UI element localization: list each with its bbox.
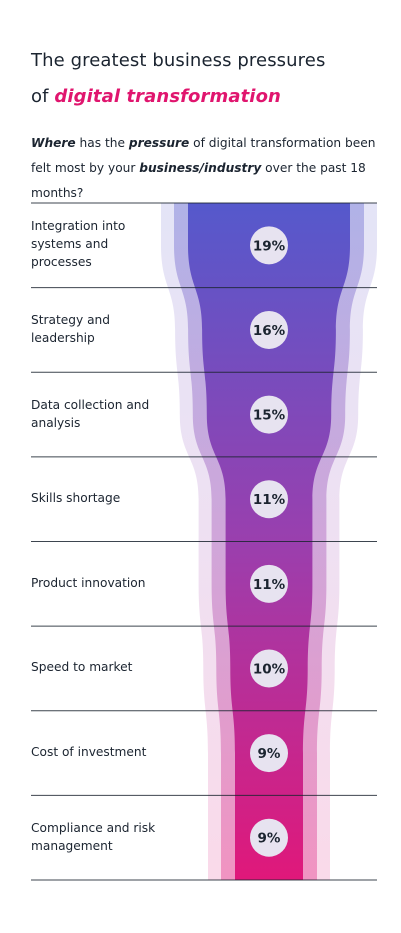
value-bubble: 10% [250, 649, 288, 688]
category-label: Cost of investment [31, 745, 147, 760]
title-accent: digital transformation [54, 86, 281, 107]
question-text-3: over the past 18 months? [31, 161, 366, 200]
category-label: Data collection and analysis [31, 397, 150, 430]
value-bubble: 19% [250, 226, 288, 265]
value-bubble: 15% [250, 395, 288, 434]
value-label: 10% [253, 661, 286, 677]
value-bubble: 16% [250, 310, 288, 349]
value-bubble: 9% [250, 734, 288, 773]
value-label: 16% [253, 323, 286, 339]
value-bubble: 9% [250, 818, 288, 857]
category-label: Skills shortage [31, 491, 121, 506]
question-text-2: of digital transformation been felt most… [31, 136, 376, 175]
question-emphasis-business: business/industry [139, 161, 262, 175]
value-label: 11% [253, 577, 286, 593]
category-label: Compliance and risk management [31, 820, 156, 853]
chart-title-line2: of digital transformation [31, 86, 381, 108]
title-prefix: of [31, 86, 55, 107]
value-label: 9% [258, 746, 281, 762]
question-emphasis-pressure: pressure [128, 136, 190, 150]
category-label: Speed to market [31, 660, 133, 675]
question-text-1: has the [75, 136, 129, 150]
chart-title-line1: The greatest business pressures [31, 50, 326, 71]
question-emphasis-where: Where [31, 136, 76, 150]
value-label: 9% [258, 831, 281, 847]
value-label: 19% [253, 238, 286, 254]
category-label: Strategy and leadership [31, 312, 111, 345]
value-bubble: 11% [250, 480, 288, 519]
value-label: 11% [253, 492, 286, 508]
category-label: Product innovation [31, 575, 146, 590]
survey-question: Where has the pressure of digital transf… [31, 131, 381, 206]
value-bubble: 11% [250, 564, 288, 603]
value-label: 15% [253, 408, 286, 424]
category-label: Integration into systems and processes [31, 219, 126, 270]
